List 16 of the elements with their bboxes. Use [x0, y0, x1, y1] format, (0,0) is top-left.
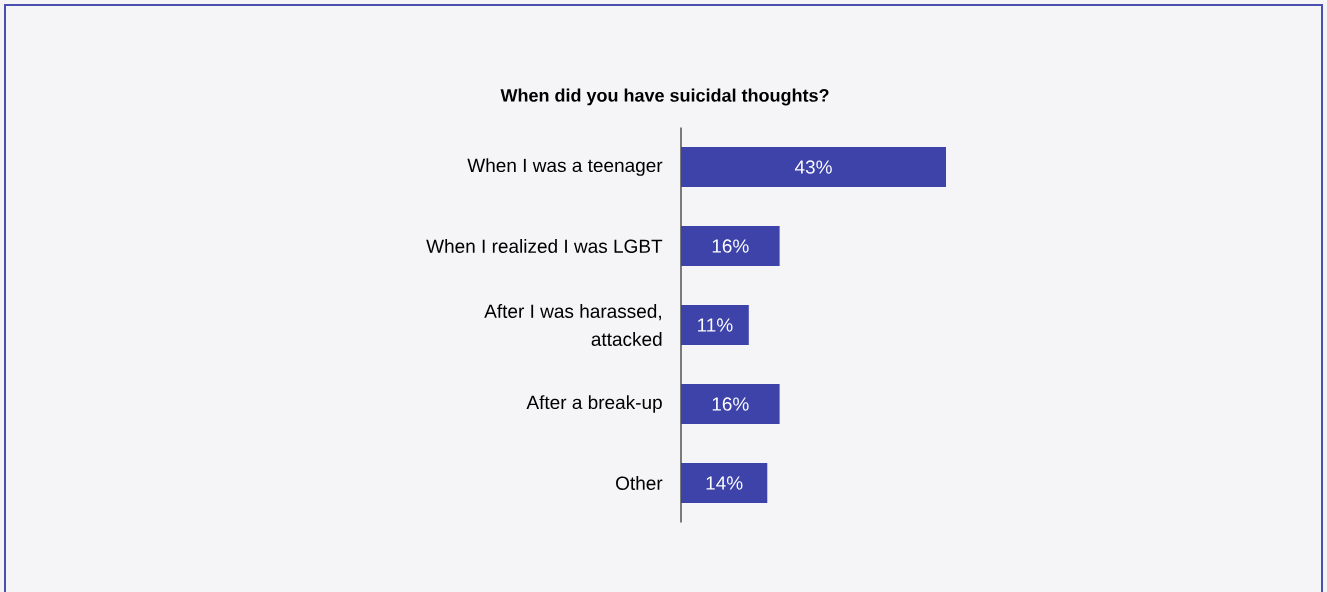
bar	[681, 226, 780, 267]
data-label: 43%	[794, 160, 832, 174]
data-label: 16%	[712, 397, 749, 411]
y-tick-label: After a break-up	[526, 395, 662, 413]
bar	[681, 147, 947, 188]
y-tick-label: When I realized I was LGBT	[426, 239, 663, 253]
data-label: 16%	[712, 239, 749, 253]
chart-title: When did you have suicidal thoughts?	[500, 88, 829, 106]
data-label: 14%	[706, 476, 743, 490]
y-tick-label: When I was a teenager	[467, 158, 663, 176]
data-label: 11%	[698, 318, 733, 332]
y-tick-label: Other	[616, 476, 663, 490]
y-tick-label: After I was harassed, attacked	[484, 304, 662, 346]
bar	[681, 384, 780, 425]
bar	[681, 305, 749, 346]
bar	[681, 463, 768, 504]
